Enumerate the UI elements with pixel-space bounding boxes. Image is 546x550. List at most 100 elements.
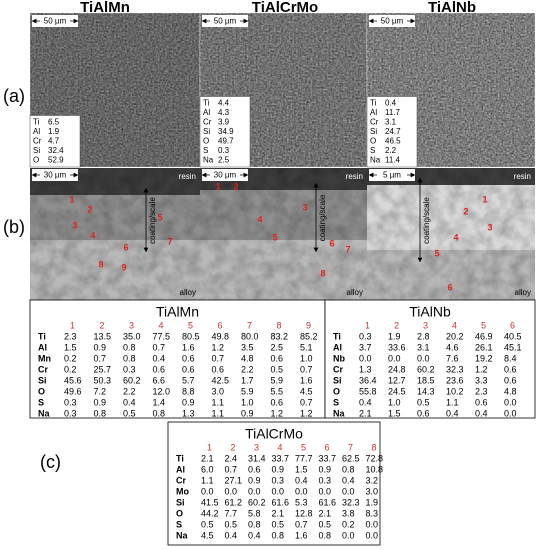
element: Si: [370, 127, 377, 136]
table-cell: 0.8: [94, 408, 107, 418]
table-cell: 7.7: [225, 508, 238, 518]
element: S: [38, 397, 44, 407]
resin-label: resin: [179, 172, 196, 181]
table-cell: 0.7: [94, 353, 107, 363]
table-cell: 1.3: [359, 364, 372, 374]
element: O: [370, 137, 376, 146]
table-cell: 0.0: [201, 486, 214, 496]
table-cell: 0.6: [504, 375, 517, 385]
table-cell: 2.4: [225, 453, 238, 463]
table-cell: 0.7: [153, 342, 166, 352]
point-label: 1: [215, 181, 220, 191]
table-cell: 23.6: [446, 375, 464, 385]
table-cell: 40.5: [504, 331, 522, 341]
table-cell: 1.0: [241, 397, 254, 407]
point-header: 7: [348, 442, 353, 452]
table-cell: 5.3: [295, 497, 308, 507]
table-cell: 0.8: [153, 408, 166, 418]
table-cell: 2.1: [319, 508, 332, 518]
element: Al: [38, 342, 47, 352]
table-cell: 0.8: [123, 353, 136, 363]
table-cell: 32.3: [342, 497, 360, 507]
resin-label: resin: [514, 172, 531, 181]
table-cell: 0.6: [212, 364, 225, 374]
scale-label: 50 µm: [44, 17, 67, 26]
element: Cr: [38, 364, 48, 374]
table-cell: 20.2: [446, 331, 464, 341]
element: Ti: [203, 99, 210, 108]
point-label: 1: [482, 194, 487, 204]
element: Mo: [176, 486, 189, 496]
table-cell: 0.8: [248, 519, 261, 529]
table-cell: 3.0: [212, 386, 225, 396]
table-cell: 0.4: [153, 353, 166, 363]
table-cell: 10.8: [366, 464, 384, 474]
table-cell: 0.6: [182, 364, 195, 374]
table-cell: 1.5: [64, 342, 77, 352]
table-cell: 0.0: [342, 530, 355, 540]
table-cell: 0.5: [123, 408, 136, 418]
table-cell: 5.8: [248, 508, 261, 518]
table-cell: 1.1: [201, 475, 214, 485]
composition-box: [29, 115, 81, 168]
table-cell: 0.8: [319, 530, 332, 540]
element: Cr: [203, 118, 212, 127]
table-cell: 10.2: [446, 386, 464, 396]
table-cell: 0.9: [319, 464, 332, 474]
table-cell: 0.8: [123, 342, 136, 352]
table-box: [167, 421, 381, 546]
table-cell: 1.2: [475, 364, 488, 374]
element: Ti: [176, 453, 184, 463]
point-header: 6: [325, 442, 330, 452]
element: O: [176, 508, 183, 518]
table-cell: 60.2: [123, 375, 141, 385]
element: Al: [203, 108, 210, 117]
coating-label: coating/scale: [422, 197, 431, 244]
table-cell: 49.8: [212, 331, 230, 341]
table-cell: 0.8: [342, 464, 355, 474]
table-cell: 0.5: [271, 364, 284, 374]
table-cell: 26.1: [475, 342, 493, 352]
table-cell: 0.4: [342, 475, 355, 485]
element: Na: [203, 156, 214, 165]
composition-box: [366, 96, 418, 168]
table-cell: 45.6: [64, 375, 82, 385]
element: Al: [176, 464, 185, 474]
scale-text-bg: [210, 16, 240, 26]
table-cell: 3.7: [359, 342, 372, 352]
row-label: (b): [3, 217, 25, 237]
table-cell: 0.5: [225, 519, 238, 529]
point-header: 9: [306, 320, 311, 330]
table-cell: 4.8: [504, 386, 517, 396]
point-label: 1: [69, 194, 74, 204]
table-cell: 0.9: [248, 475, 261, 485]
table-cell: 32.3: [446, 364, 464, 374]
table-cell: 2.1: [201, 453, 214, 463]
table-cell: 27.1: [225, 475, 243, 485]
table-cell: 45.1: [504, 342, 522, 352]
table-cell: 1.1: [212, 408, 225, 418]
table-cell: 83.2: [271, 331, 289, 341]
element: Na: [370, 156, 381, 165]
element: Ti: [38, 331, 46, 341]
point-label: 4: [90, 230, 95, 240]
table-cell: 3.5: [241, 342, 254, 352]
table-cell: 14.3: [417, 386, 435, 396]
table-cell: 1.9: [366, 497, 379, 507]
table-cell: 12.0: [153, 386, 171, 396]
alloy-label: alloy: [515, 288, 531, 297]
point-header: 8: [277, 320, 282, 330]
scale-text-bg: [377, 170, 407, 180]
table-cell: 25.7: [94, 364, 112, 374]
table-cell: 3.2: [366, 475, 379, 485]
element: Si: [333, 375, 342, 385]
wt-value: 3.1: [385, 118, 397, 127]
element: S: [203, 146, 208, 155]
element: Si: [38, 375, 47, 385]
table-cell: 24.8: [388, 364, 406, 374]
wt-value: 11.4: [385, 156, 401, 165]
column-title: TiAlNb: [428, 0, 476, 16]
wt-value: 4.4: [218, 99, 230, 108]
table-cell: 8.4: [504, 353, 517, 363]
table-title: TiAlMn: [156, 304, 199, 320]
